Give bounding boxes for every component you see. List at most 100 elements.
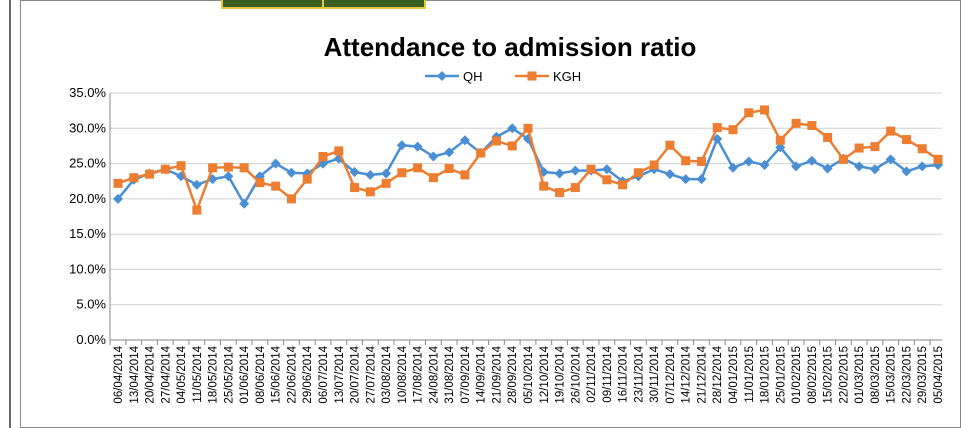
x-tick-label: 28/09/2014 — [507, 345, 519, 403]
marker — [223, 171, 234, 182]
x-tick-label: 08/02/2015 — [807, 346, 819, 404]
x-tick-label: 04/01/2015 — [728, 346, 740, 404]
x-tick-label: 15/03/2015 — [886, 346, 898, 404]
marker — [760, 105, 770, 115]
marker — [712, 123, 722, 133]
x-tick-label: 29/03/2015 — [917, 346, 929, 404]
x-tick-label: 18/01/2015 — [760, 346, 772, 404]
marker — [412, 141, 423, 152]
marker — [791, 118, 801, 128]
x-tick-label: 23/11/2014 — [633, 345, 645, 402]
x-tick-label: 18/05/2014 — [208, 345, 220, 403]
marker — [586, 164, 596, 174]
legend-marker — [437, 71, 447, 81]
marker — [145, 169, 155, 179]
marker — [791, 161, 802, 172]
marker — [775, 135, 785, 145]
marker — [886, 126, 896, 136]
marker — [428, 151, 439, 162]
marker — [444, 147, 455, 158]
marker — [444, 164, 454, 174]
x-tick-label: 19/10/2014 — [555, 345, 567, 403]
x-tick-label: 20/04/2014 — [145, 345, 157, 403]
marker — [459, 135, 470, 146]
x-tick-label: 15/02/2015 — [823, 346, 835, 404]
marker — [113, 178, 123, 188]
marker — [696, 174, 707, 185]
marker — [334, 146, 344, 156]
x-tick-label: 27/04/2014 — [160, 345, 172, 403]
marker — [271, 181, 281, 191]
marker — [286, 167, 297, 178]
marker — [933, 154, 943, 164]
x-tick-label: 22/03/2015 — [901, 346, 913, 404]
x-tick-label: 22/06/2014 — [286, 345, 298, 403]
marker — [823, 132, 833, 142]
marker — [649, 160, 659, 170]
x-tick-label: 16/11/2014 — [618, 345, 630, 402]
marker — [806, 155, 817, 166]
marker — [270, 158, 281, 169]
marker — [901, 166, 912, 177]
x-tick-label: 22/02/2015 — [838, 346, 850, 404]
marker — [618, 180, 628, 190]
legend-label: QH — [463, 69, 483, 84]
marker — [318, 152, 328, 162]
x-tick-label: 01/03/2015 — [854, 346, 866, 404]
marker — [428, 173, 438, 183]
marker — [759, 159, 770, 170]
marker — [397, 168, 407, 178]
x-tick-label: 17/08/2014 — [413, 345, 425, 403]
marker — [664, 169, 675, 180]
marker — [539, 181, 549, 191]
y-tick-label: 30.0% — [69, 120, 106, 135]
x-tick-label: 08/03/2015 — [870, 346, 882, 404]
marker — [901, 135, 911, 145]
y-tick-label: 15.0% — [69, 226, 106, 241]
marker — [712, 133, 723, 144]
marker — [523, 123, 533, 133]
marker — [507, 141, 517, 151]
marker — [365, 169, 376, 180]
marker — [665, 140, 675, 150]
x-tick-label: 26/10/2014 — [570, 345, 582, 403]
marker — [191, 179, 202, 190]
marker — [633, 168, 643, 178]
marker — [775, 142, 786, 153]
x-tick-label: 01/06/2014 — [239, 345, 251, 403]
marker — [381, 168, 392, 179]
marker — [885, 154, 896, 165]
marker — [239, 198, 250, 209]
x-tick-label: 14/09/2014 — [476, 345, 488, 403]
marker — [870, 142, 880, 152]
marker — [507, 123, 518, 134]
marker — [681, 156, 691, 166]
marker — [680, 174, 691, 185]
x-tick-label: 08/06/2014 — [255, 345, 267, 403]
marker — [917, 161, 928, 172]
x-tick-label: 31/08/2014 — [444, 345, 456, 403]
x-tick-label: 12/10/2014 — [539, 345, 551, 403]
x-tick-label: 05/04/2015 — [933, 346, 945, 404]
marker — [413, 163, 423, 173]
x-tick-label: 30/11/2014 — [649, 345, 661, 402]
x-tick-label: 01/02/2015 — [791, 346, 803, 404]
marker — [554, 168, 565, 179]
y-tick-label: 25.0% — [69, 156, 106, 171]
marker — [113, 193, 123, 204]
marker — [223, 162, 233, 172]
x-tick-label: 10/08/2014 — [397, 345, 409, 403]
marker — [728, 125, 738, 135]
marker — [460, 170, 470, 180]
chart-title: Attendance to admission ratio — [324, 32, 697, 62]
x-tick-label: 07/09/2014 — [460, 345, 472, 403]
x-tick-label: 14/12/2014 — [681, 345, 693, 403]
marker — [396, 140, 407, 151]
marker — [349, 167, 360, 178]
x-tick-label: 29/06/2014 — [302, 345, 314, 403]
marker — [350, 183, 360, 193]
marker — [176, 161, 186, 171]
legend-marker — [527, 71, 537, 81]
marker — [869, 164, 880, 175]
